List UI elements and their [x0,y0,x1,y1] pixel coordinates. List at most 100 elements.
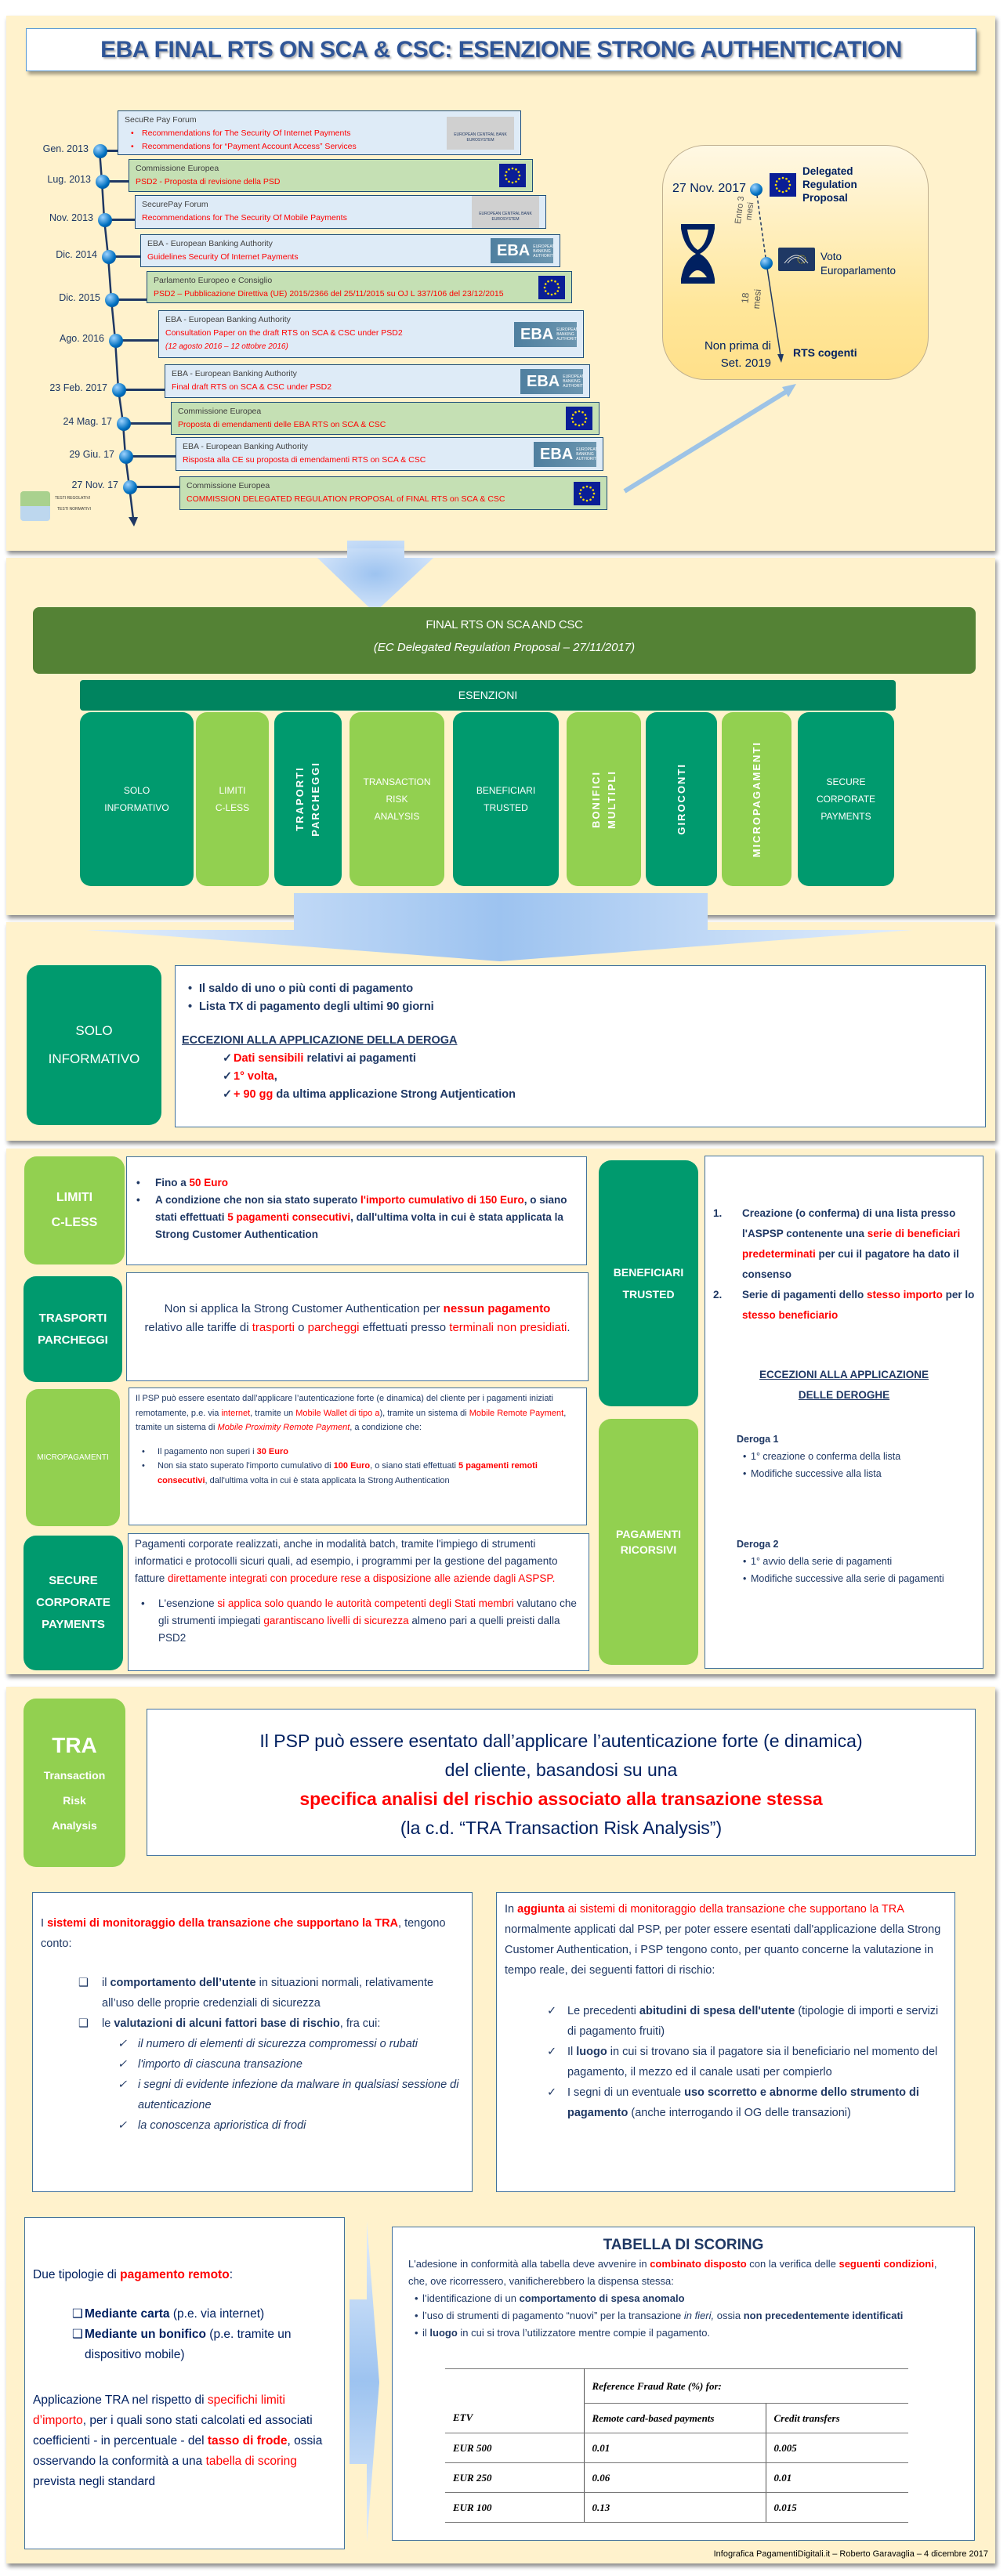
definition-highlight: specifica analisi del rischio associato … [299,1789,823,1809]
eba-logo-name: EUROPEAN BANKING AUTHORITY [563,374,583,389]
exemption-column[interactable]: SOLO INFORMATIVO [80,712,194,886]
definition-line: (la c.d. “TRA Transaction Risk Analysis”… [400,1818,723,1838]
text-run: da ultima applicazione Strong Autjentica… [273,1088,516,1101]
exemption-column[interactable]: TRAPORTI PARCHEGGI [274,712,342,886]
exemption-column[interactable]: MICROPAGAMENTI [722,712,791,886]
bullet-item: Lista TX di pagamento degli ultimi 90 gi… [182,998,979,1016]
text-run: Mobile Remote Payment [469,1408,564,1418]
not-before-line: Non prima di [704,339,771,353]
table-row: EUR 100 0.13 0.015 [445,2492,908,2523]
timeline-connector [108,255,140,258]
text-run: o [294,1321,308,1334]
text-run: per lo [942,1289,975,1301]
label-line: INFORMATIVO [48,1051,140,1066]
vote-label: Voto Europarlamento [820,250,896,278]
exemption-column-label: BENEFICIARI TRUSTED [476,782,535,816]
exemption-column[interactable]: LIMITI C-LESS [196,712,269,886]
text-run: in fieri, [683,2310,715,2321]
text-run: nessun pagamento [443,1302,551,1315]
label-line: CORPORATE [36,1596,110,1609]
label-line: MICROPAGAMENTI [750,740,762,858]
text-run: relativo alle tariffe di [144,1321,252,1334]
check-item: la conoscenza aprioristica di frodi [114,2115,461,2136]
exemption-column[interactable]: GIROCONTI [646,712,717,886]
text-run: con la verifica delle [746,2258,839,2270]
text-run: Creazione (o conferma) di una lista pres… [742,1207,956,1239]
deroga-title: Deroga 1 [737,1434,779,1445]
timeline-connector [123,422,171,425]
timeline-date: Lug. 2013 [47,174,91,185]
timeline-event: EBA - European Banking Authority Risposta… [176,437,603,471]
text-run: L'adesione in conformità alla tabella de… [408,2258,650,2270]
exemption-column[interactable]: SECURE CORPORATE PAYMENTS [798,712,894,886]
check-item: Le precedenti abitudini di spesa dell'ut… [544,2001,947,2042]
eba-logo-name: EUROPEAN BANKING AUTHORITY [556,327,577,342]
table-header: ETV [445,2403,584,2433]
event-description: Guidelines Security Of Internet Payments [147,252,299,262]
text-run: uso scorretto e abnorme dello strumento … [567,2086,919,2119]
eu-flag-icon [574,481,600,505]
text-run: Fino a [155,1177,190,1189]
text-run: stesso importo [867,1289,943,1301]
legend-swatch-regolativi [20,491,50,506]
check-item: Dati sensibili relativi ai pagamenti [219,1050,979,1068]
event-description: Risposta alla CE su proposta di emendame… [183,455,426,465]
label-line: Transaction [43,1768,106,1782]
event-source: EBA - European Banking Authority [183,442,308,451]
timeline-event: Commissione Europea PSD2 - Proposta di re… [129,159,533,192]
text-run: abitudini di spesa dell'utente [639,2005,795,2017]
text-run: comportamento dell’utente [110,1977,256,1989]
table-header: Remote card-based payments [583,2403,766,2433]
table-cell [445,2369,584,2404]
solo-informativo-box: Il saldo di uno o più conti di pagamento… [175,965,986,1127]
label-line: Risk [63,1793,86,1807]
label-line: TRASPORTI [38,1311,107,1325]
label-line: LIMITI [56,1191,93,1204]
text-run: l’uso di strumenti di pagamento “nuovi” … [422,2310,684,2321]
square-bullet-item: il comportamento dell’utente in situazio… [78,1973,461,2013]
text-run: Il pagamento non superi i [158,1446,257,1456]
event-source: EBA - European Banking Authority [172,369,297,378]
eba-logo-mark: EBA [540,445,574,463]
timeline-dot [96,175,110,189]
exemption-column[interactable]: BENEFICIARI TRUSTED [453,712,559,886]
timeline-event: Parlamento Europeo e Consiglio PSD2 – Pub… [147,271,572,303]
event-description: Recommendations for The Security Of Mobi… [142,213,347,223]
exemption-column-label: BONIFICI MULTIPLI [589,770,620,829]
exemption-column[interactable]: BONIFICI MULTIPLI [567,712,641,886]
ecb-logo: EUROPEAN CENTRAL BANK EUROSYSTEM [447,116,514,150]
text-run: tabella di scoring [205,2455,297,2468]
text-run: Pagamenti corporate realizzati, anche in… [135,1538,558,1584]
esenzioni-header: ESENZIONI [80,680,896,711]
text-run: , dall'ultima volta in cui è stata appli… [155,1211,563,1240]
event-source: Commissione Europea [178,407,262,416]
timeline-dot [93,144,107,158]
table-row: EUR 500 0.01 0.005 [445,2433,908,2463]
table-cell: EUR 250 [445,2462,584,2493]
label-line: INFORMATIVO [104,802,169,813]
tra-definition-box: Il PSP può essere esentato dall’applicar… [147,1709,976,1856]
text-run: I [41,1917,48,1930]
label-line: PARCHEGGI [310,762,321,837]
bullet-item: l’uso di strumenti di pagamento “nuovi” … [408,2307,958,2325]
text-run: Il PSP può essere esentato dall’applicar… [136,1394,553,1418]
eu-flag-icon [566,407,592,430]
label-line: RICORSIVI [620,1543,677,1556]
ecb-logo-name: EUROPEAN CENTRAL BANK [479,211,532,216]
vote-line: Europarlamento [820,265,897,277]
limiti-cless-box: Fino a 50 Euro A condizione che non sia … [126,1156,587,1265]
timeline-date: Dic. 2014 [56,249,97,260]
text-run: l'importo cumulativo di 150 Euro [360,1194,524,1206]
text-run: comportamento di spesa anomalo [519,2292,685,2304]
exemption-column-label: SOLO INFORMATIVO [104,782,168,816]
text-run: , [273,1070,277,1083]
label-line: SECURE [49,1574,98,1587]
text-run: 50 Euro [189,1177,229,1189]
remote-payment-box: Due tipologie di pagamento remoto: Media… [24,2217,345,2549]
label-line: TRAPORTI [294,766,306,832]
event-description: Recommendations for “Payment Account Acc… [125,140,514,154]
trasporti-parcheggi-label: TRASPORTI PARCHEGGI [24,1276,122,1382]
label-line: SOLO [123,785,150,796]
exemption-column[interactable]: TRANSACTION RISK ANALYSIS [350,712,444,886]
